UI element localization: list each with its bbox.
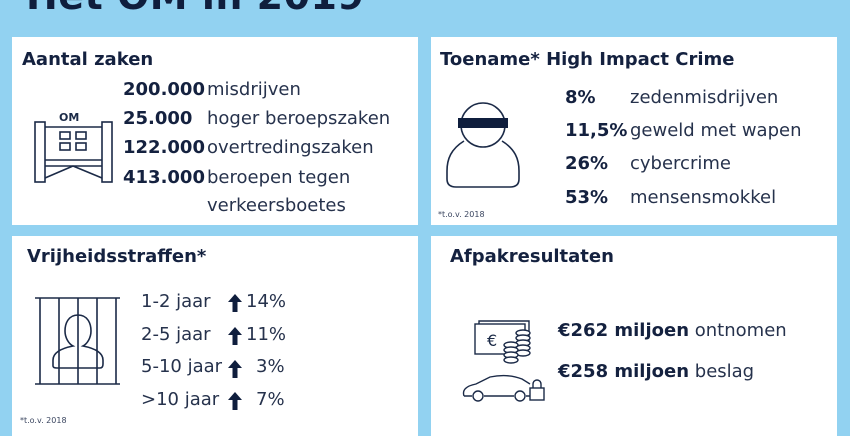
panel-vrijheidsstraffen: Vrijheidsstraffen* 1-2 jaar 2-5 jaar 5-1… bbox=[12, 236, 418, 436]
count-value: 413.000 bbox=[123, 167, 205, 188]
svg-text:€: € bbox=[487, 331, 497, 350]
change-percentage: 14% bbox=[246, 291, 287, 312]
count-value: 200.000 bbox=[123, 79, 205, 100]
footnote: *t.o.v. 2018 bbox=[20, 416, 67, 425]
duration-label: 1-2 jaar bbox=[141, 291, 211, 312]
list-item: 122.000 bbox=[123, 137, 205, 159]
panel-heading: Aantal zaken bbox=[22, 49, 154, 70]
panel-heading: Toename* High Impact Crime bbox=[440, 49, 735, 70]
duration-label: 5-10 jaar bbox=[141, 356, 223, 377]
list-item: 25.000 bbox=[123, 108, 192, 130]
crime-label: cybercrime bbox=[630, 153, 731, 174]
crime-label: zedenmisdrijven bbox=[630, 87, 779, 108]
arrow-up-icon bbox=[228, 392, 242, 410]
duration-label: >10 jaar bbox=[141, 389, 220, 410]
prisoner-behind-bars-icon bbox=[35, 297, 120, 385]
arrow-up-icon bbox=[228, 360, 242, 378]
afpak-row-ontnomen: €262 miljoen ontnomen bbox=[558, 320, 787, 342]
amount-value: €262 miljoen bbox=[558, 320, 690, 341]
panel-high-impact-crime: Toename* High Impact Crime 8% zedenmisdr… bbox=[431, 37, 837, 225]
amount-label: ontnomen bbox=[694, 320, 787, 341]
page-title: Het OM in 2019 bbox=[26, 0, 364, 18]
om-building-icon: OM bbox=[34, 111, 113, 183]
change-percentage: 11% bbox=[246, 324, 287, 345]
percentage-value: 11,5% bbox=[565, 120, 628, 141]
footnote: *t.o.v. 2018 bbox=[438, 210, 485, 219]
change-percentage: 7% bbox=[256, 389, 285, 410]
amount-value: €258 miljoen bbox=[558, 361, 690, 382]
crime-label: geweld met wapen bbox=[630, 120, 802, 141]
list-item: 413.000 bbox=[123, 167, 205, 189]
list-item: 200.000 bbox=[123, 79, 205, 101]
duration-label: 2-5 jaar bbox=[141, 324, 211, 345]
count-label: beroepen tegen bbox=[207, 167, 351, 188]
count-value: 122.000 bbox=[123, 137, 205, 158]
om-icon-text: OM bbox=[59, 111, 79, 124]
masked-person-icon bbox=[446, 102, 520, 188]
car-lock-icon bbox=[462, 374, 545, 402]
arrow-up-icon bbox=[228, 294, 242, 312]
crime-label: mensensmokkel bbox=[630, 187, 777, 208]
percentage-value: 26% bbox=[565, 153, 609, 174]
count-label: misdrijven bbox=[207, 79, 301, 100]
count-value: 25.000 bbox=[123, 108, 193, 129]
percentage-value: 8% bbox=[565, 87, 596, 108]
change-percentage: 3% bbox=[256, 356, 285, 377]
arrow-up-icon bbox=[228, 327, 242, 345]
count-label: hoger beroepszaken bbox=[207, 108, 391, 129]
percentage-value: 53% bbox=[565, 187, 609, 208]
count-label-line2: verkeersboetes bbox=[207, 195, 346, 216]
panel-heading: Afpakresultaten bbox=[450, 246, 614, 267]
panel-heading: Vrijheidsstraffen* bbox=[27, 246, 207, 267]
money-coins-icon: € bbox=[474, 320, 531, 364]
panel-aantal-zaken: Aantal zaken OM 200.000 misdrijven 25.00… bbox=[12, 37, 418, 225]
panel-afpakresultaten: Afpakresultaten € €262 miljoen ontnomen … bbox=[431, 236, 837, 436]
amount-label: beslag bbox=[694, 361, 755, 382]
count-label: overtredingszaken bbox=[207, 137, 374, 158]
afpak-row-beslag: €258 miljoen beslag bbox=[558, 361, 754, 383]
